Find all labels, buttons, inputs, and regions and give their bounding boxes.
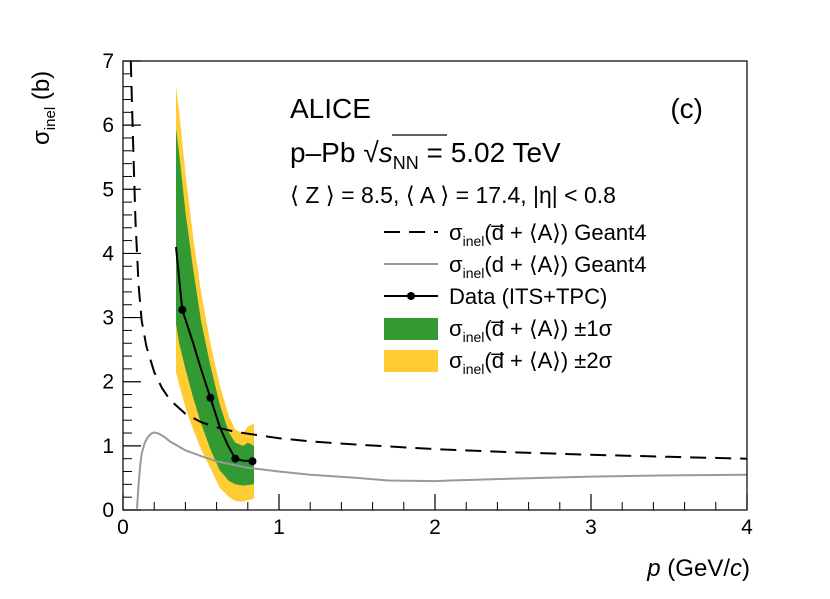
band-1sigma [176, 128, 254, 486]
x-tick-label: 2 [429, 516, 441, 539]
legend: σinel(d̅ + ⟨A⟩) Geant4 σinel(d + ⟨A⟩) Ge… [384, 220, 646, 377]
data-markers [178, 305, 257, 466]
y-tick-label: 5 [102, 178, 114, 201]
y-tick-label: 4 [102, 242, 114, 265]
selection-label: ⟨ Z ⟩ = 8.5, ⟨ A ⟩ = 17.4, |η| < 0.8 [290, 182, 616, 208]
y-tick-label: 1 [102, 435, 114, 458]
legend-swatch-band2 [384, 350, 438, 372]
legend-label-band2: σinel(d̅ + ⟨A⟩) ±2σ [449, 348, 613, 377]
collision-system: p–Pb √sNN = 5.02 TeV [290, 137, 561, 173]
y-tick-label: 6 [102, 114, 114, 137]
y-tick-label: 2 [102, 371, 114, 394]
x-tick-label: 3 [585, 516, 597, 539]
legend-label-band1: σinel(d̅ + ⟨A⟩) ±1σ [449, 316, 613, 345]
y-tick-label: 3 [102, 307, 114, 330]
data-point [248, 457, 257, 466]
data-point [178, 305, 187, 314]
curve-anti-d-geant4 [129, 60, 748, 460]
y-tick-label: 7 [102, 50, 114, 73]
axis-ticks [122, 60, 748, 511]
legend-swatch-band1 [384, 318, 438, 340]
legend-label-anti-geant: σinel(d̅ + ⟨A⟩) Geant4 [449, 220, 646, 249]
legend-label-data: Data (ITS+TPC) [449, 284, 607, 309]
data-point [206, 393, 215, 402]
tick-labels: 0 1 2 3 4 0 1 2 3 4 5 6 7 [102, 50, 753, 539]
x-tick-label: 4 [741, 516, 753, 539]
y-axis-title: σinel (b) [28, 71, 59, 145]
experiment-label: ALICE [290, 93, 371, 124]
panel-label: (c) [670, 93, 703, 124]
x-tick-label: 0 [117, 516, 129, 539]
legend-label-d-geant: σinel(d + ⟨A⟩) Geant4 [449, 252, 646, 281]
curve-d-geant4 [136, 431, 748, 509]
data-point [231, 454, 240, 463]
legend-swatch-data-marker [407, 292, 415, 300]
uncertainty-bands [176, 86, 254, 502]
x-tick-label: 1 [273, 516, 285, 539]
y-tick-label: 0 [102, 499, 114, 522]
x-axis-title: p (GeV/c) [646, 555, 750, 582]
